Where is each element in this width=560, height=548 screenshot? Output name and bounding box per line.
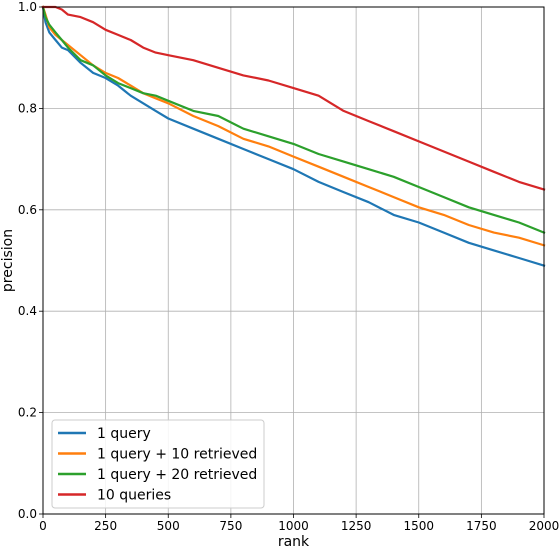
- x-tick-label: 1000: [278, 519, 309, 533]
- y-tick-label: 0.8: [18, 101, 37, 115]
- legend-label: 1 query + 20 retrieved: [97, 467, 257, 483]
- grid-lines: [42, 6, 545, 515]
- series-line-10-queries: [41, 5, 546, 191]
- y-tick-label: 0.0: [18, 507, 37, 521]
- y-axis-label: precision: [0, 229, 16, 292]
- x-tick-label: 0: [39, 519, 47, 533]
- legend: 1 query 1 query + 10 retrieved 1 query + 2…: [51, 419, 265, 509]
- series-lines: [41, 5, 546, 267]
- x-tick-label: 500: [157, 519, 180, 533]
- series-line-1-query: [41, 5, 546, 267]
- y-tick-label: 0.6: [18, 203, 37, 217]
- x-tick-label: 250: [94, 519, 117, 533]
- legend-box: [51, 419, 265, 509]
- y-tick-label: 0.4: [18, 304, 37, 318]
- legend-label: 1 query + 10 retrieved: [97, 447, 257, 463]
- legend-label: 1 query: [97, 426, 151, 442]
- x-axis-label: rank: [278, 534, 310, 548]
- legend-label: 10 queries: [97, 488, 171, 504]
- y-tick-label: 0.2: [18, 406, 37, 420]
- axis-ticks: 0 250 500 750 1000 1250 1500 1750 2000 0.0 0.2 0.4 0…: [18, 0, 559, 533]
- x-tick-label: 750: [219, 519, 242, 533]
- x-tick-label: 1750: [466, 519, 497, 533]
- series-line-1-query-20-retrieved: [41, 5, 546, 235]
- y-tick-label: 1.0: [18, 0, 37, 14]
- x-tick-label: 1500: [403, 519, 434, 533]
- x-tick-label: 2000: [529, 519, 560, 533]
- x-tick-label: 1250: [341, 519, 372, 533]
